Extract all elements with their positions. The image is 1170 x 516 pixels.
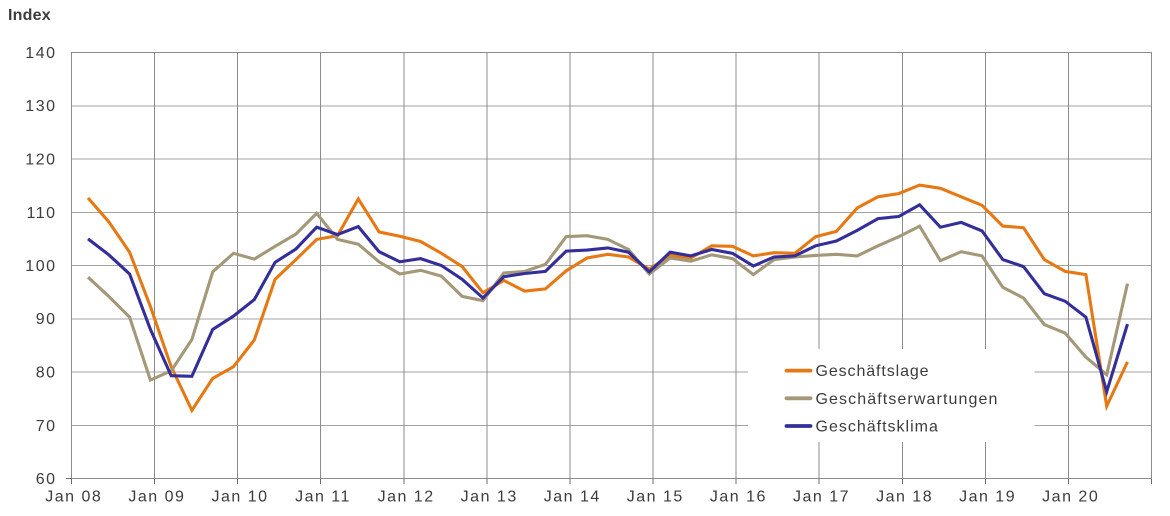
- svg-text:90: 90: [36, 311, 57, 328]
- svg-text:Jan 18: Jan 18: [876, 489, 933, 506]
- svg-text:Jan 11: Jan 11: [295, 489, 351, 506]
- svg-text:Jan 19: Jan 19: [959, 489, 1016, 506]
- svg-text:80: 80: [36, 365, 57, 382]
- svg-text:70: 70: [36, 418, 57, 435]
- svg-text:Geschäftslage: Geschäftslage: [816, 363, 930, 380]
- svg-text:Jan 12: Jan 12: [378, 489, 435, 506]
- svg-text:Index: Index: [8, 7, 51, 24]
- svg-text:Geschäftserwartungen: Geschäftserwartungen: [816, 391, 999, 408]
- svg-text:Jan 17: Jan 17: [793, 489, 850, 506]
- svg-text:Jan 09: Jan 09: [128, 489, 185, 506]
- svg-text:130: 130: [25, 98, 56, 115]
- svg-text:100: 100: [25, 258, 56, 275]
- svg-text:Jan 13: Jan 13: [461, 489, 518, 506]
- svg-text:120: 120: [25, 152, 56, 169]
- svg-text:Jan 10: Jan 10: [211, 489, 268, 506]
- svg-text:Jan 20: Jan 20: [1042, 489, 1099, 506]
- svg-text:110: 110: [26, 205, 56, 222]
- svg-text:Jan 14: Jan 14: [544, 489, 601, 506]
- svg-text:140: 140: [25, 45, 56, 62]
- svg-text:Jan 16: Jan 16: [710, 489, 767, 506]
- svg-text:Jan 08: Jan 08: [45, 489, 102, 506]
- svg-text:Geschäftsklima: Geschäftsklima: [816, 419, 939, 436]
- svg-text:60: 60: [36, 471, 57, 488]
- svg-text:Jan 15: Jan 15: [627, 489, 684, 506]
